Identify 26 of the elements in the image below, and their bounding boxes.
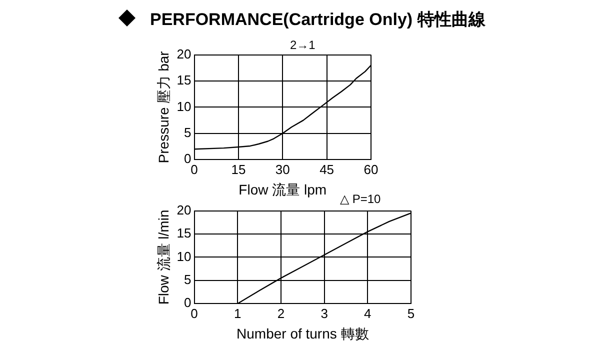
text: △ P=10 <box>340 192 381 206</box>
y-tick-label: 0 <box>184 295 192 310</box>
y-tick-label: 10 <box>176 98 192 114</box>
x-tick-label: 15 <box>231 162 246 177</box>
y-tick-label: 5 <box>184 124 192 140</box>
y-tick-label: 15 <box>176 226 192 241</box>
y-tick-label: 5 <box>184 272 192 287</box>
x-tick-label: 1 <box>234 306 242 321</box>
y-axis-title: Flow 流量 l/min <box>155 210 172 305</box>
y-tick-label: 10 <box>176 248 192 264</box>
x-tick-label: 3 <box>320 306 328 321</box>
y-tick-label: 0 <box>184 151 192 166</box>
x-tick-label: 45 <box>320 162 334 177</box>
x-tick-label: 4 <box>364 306 372 321</box>
y-tick-label: 15 <box>176 72 192 88</box>
y-tick-label: 20 <box>176 46 192 62</box>
x-tick-label: 5 <box>407 306 415 321</box>
text: 2→1 <box>290 38 316 52</box>
chart-title: PERFORMANCE(Cartridge Only) 特性曲線 <box>150 9 486 31</box>
x-tick-label: 30 <box>275 162 290 177</box>
y-axis-title: Pressure 壓力 bar <box>155 50 172 164</box>
x-tick-label: 60 <box>364 162 378 177</box>
x-axis-title: Flow 流量 lpm <box>238 181 327 198</box>
x-axis-title: Number of turns 轉數 <box>236 325 369 342</box>
x-tick-label: 2 <box>277 306 285 321</box>
y-tick-label: 20 <box>176 202 192 218</box>
